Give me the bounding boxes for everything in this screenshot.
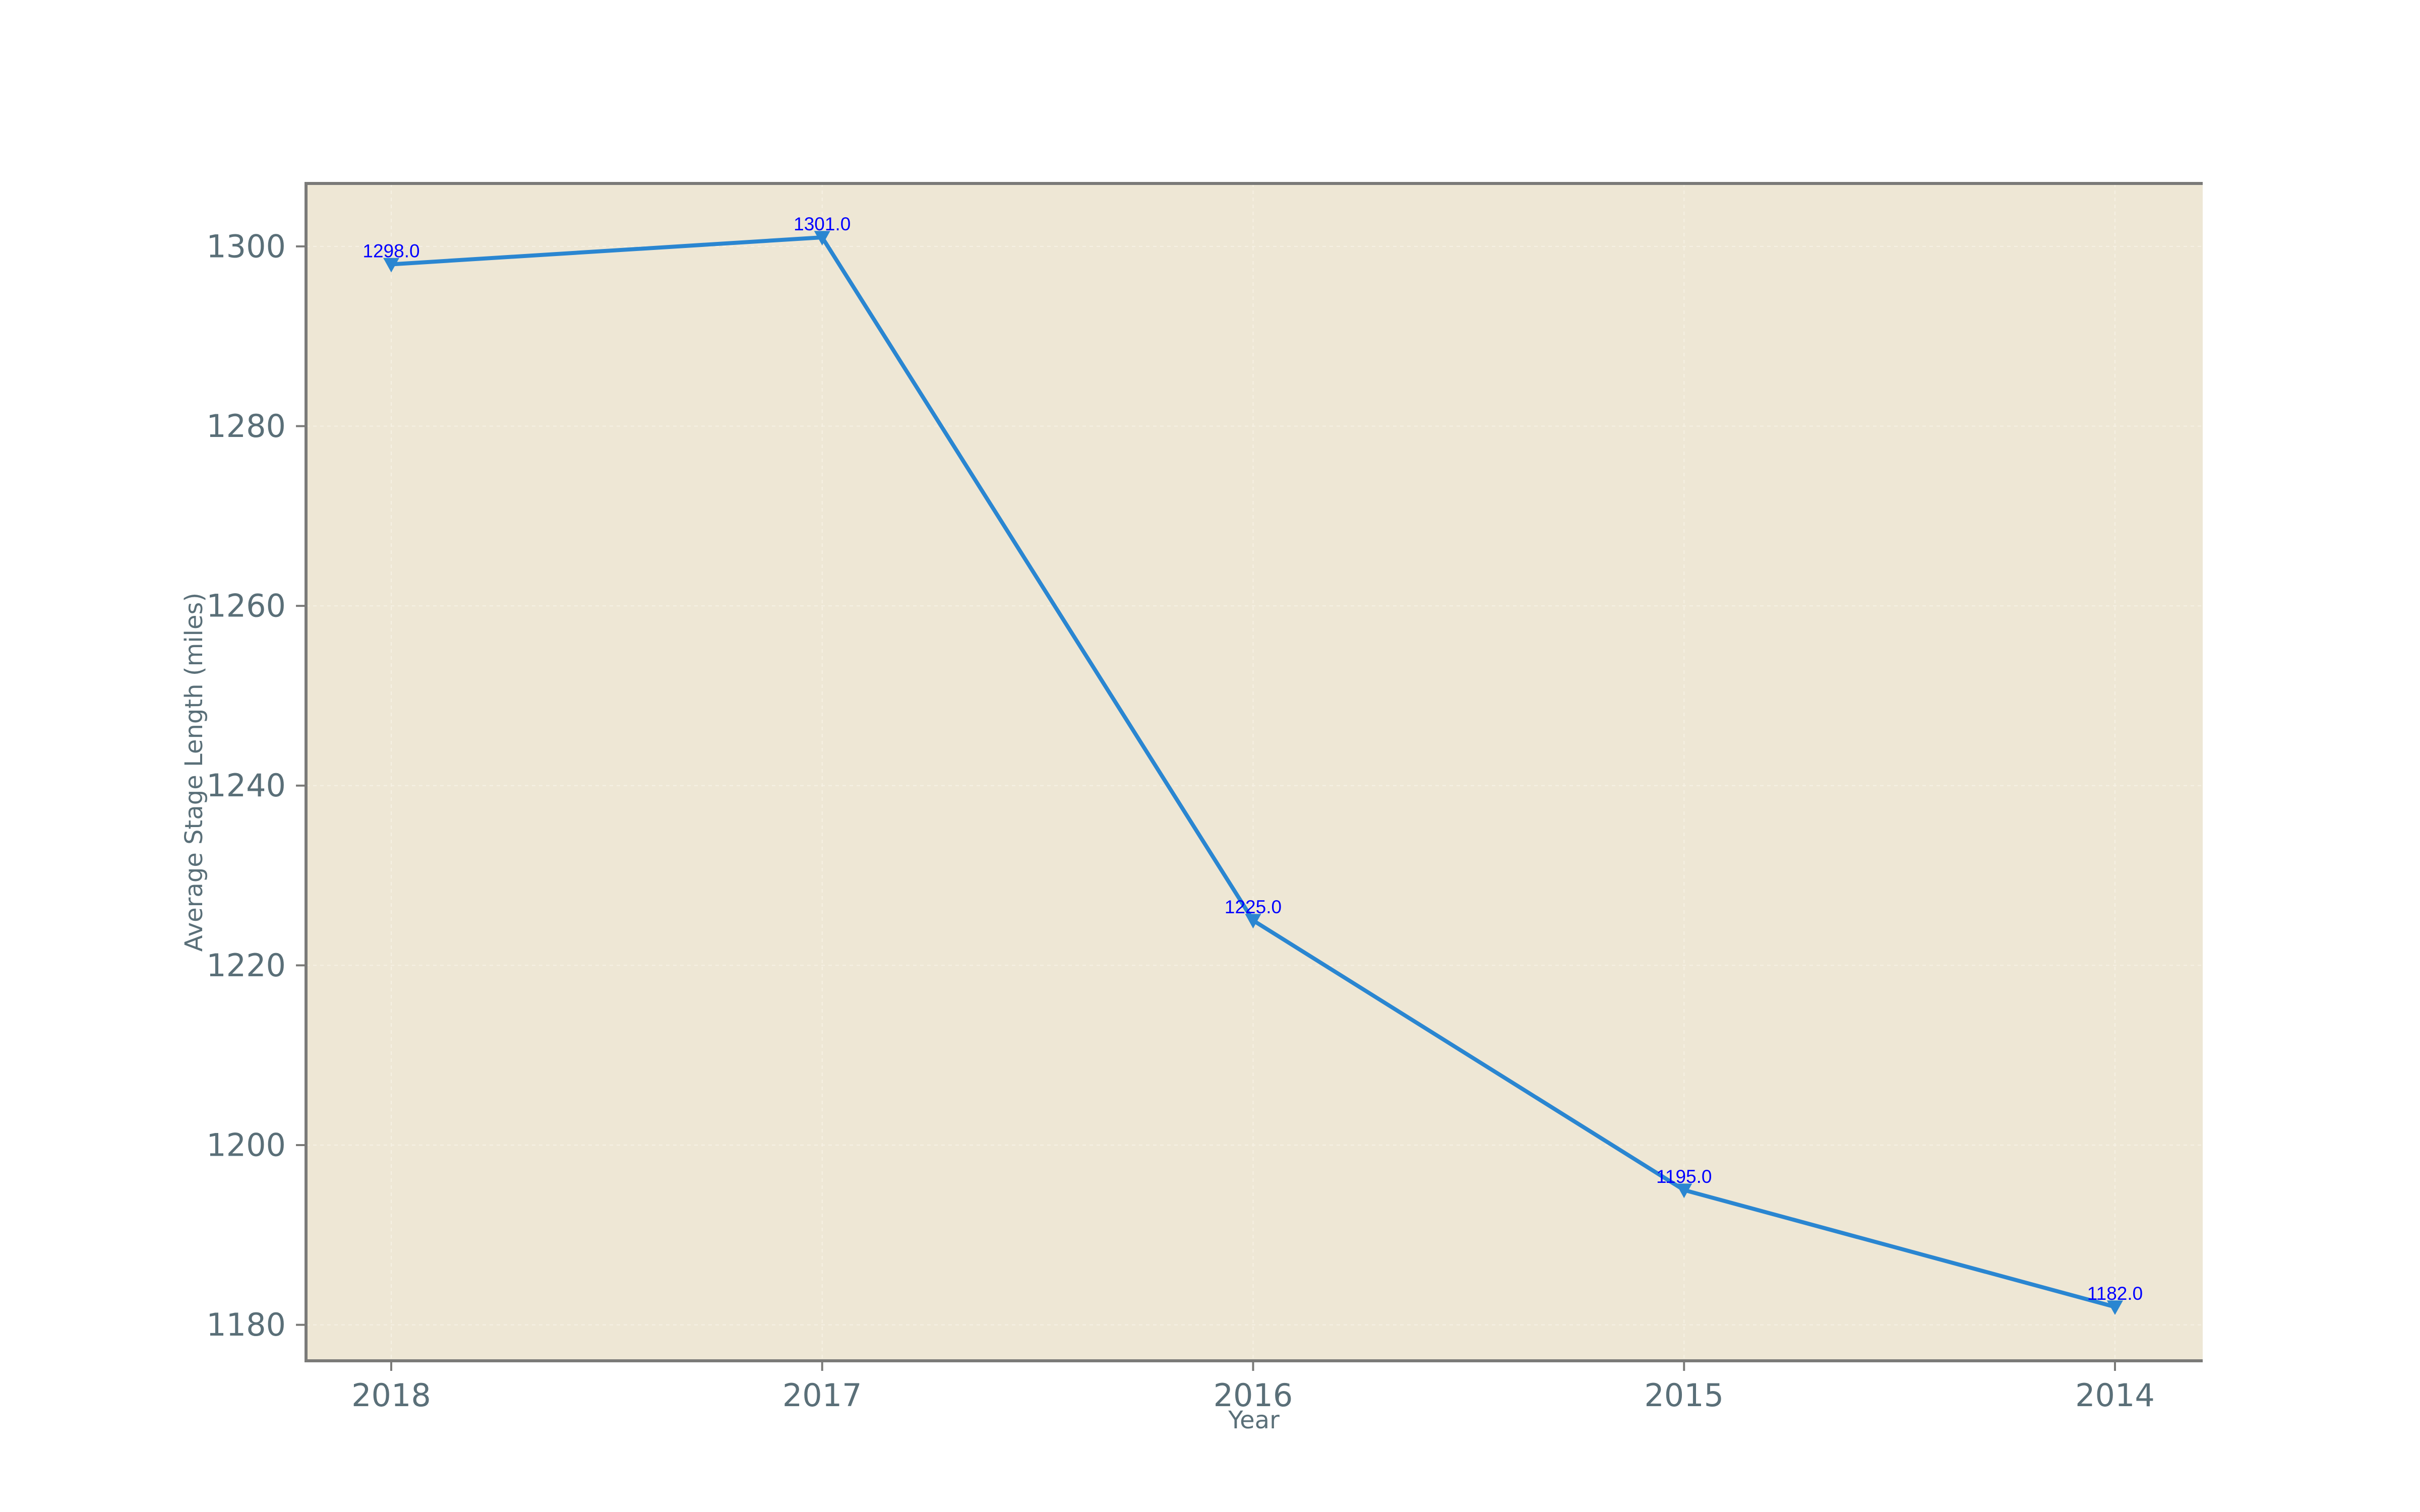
data-point-marker (814, 231, 830, 245)
axes: 1180 1200 1220 1240 1260 1280 1300 2018 2017 2016… (206, 182, 2203, 1414)
y-tick-label: 1220 (206, 947, 286, 984)
data-label: 1195.0 (1656, 1166, 1712, 1187)
x-axis-title: Year (1228, 1406, 1280, 1434)
data-label: 1225.0 (1225, 897, 1282, 917)
y-axis-title: Average Stage Length (miles) (180, 593, 208, 952)
data-label: 1298.0 (362, 240, 419, 261)
y-tick-label: 1200 (206, 1127, 286, 1164)
series-layer (383, 231, 2123, 1315)
data-point-marker (1676, 1183, 1692, 1199)
data-label: 1301.0 (794, 214, 851, 234)
data-labels: 1298.0 1301.0 1225.0 1195.0 1182.0 (362, 214, 2143, 1304)
x-tick-label: 2014 (2075, 1377, 2155, 1414)
data-point-marker (1245, 914, 1261, 929)
data-point-marker (383, 258, 399, 273)
y-tick-label: 1240 (206, 767, 286, 804)
y-tick-label: 1280 (206, 408, 286, 445)
x-tick-label: 2016 (1214, 1377, 1293, 1414)
grid-lines (306, 183, 2203, 1361)
x-tick-label: 2018 (351, 1377, 431, 1414)
data-point-marker (2107, 1300, 2123, 1315)
x-tick-label: 2017 (782, 1377, 862, 1414)
data-label: 1182.0 (2087, 1283, 2143, 1304)
y-tick-label: 1300 (206, 228, 286, 265)
y-tick-label: 1180 (206, 1306, 286, 1343)
x-tick-label: 2015 (1644, 1377, 1724, 1414)
y-tick-label: 1260 (206, 588, 286, 624)
plot-background (306, 183, 2203, 1361)
